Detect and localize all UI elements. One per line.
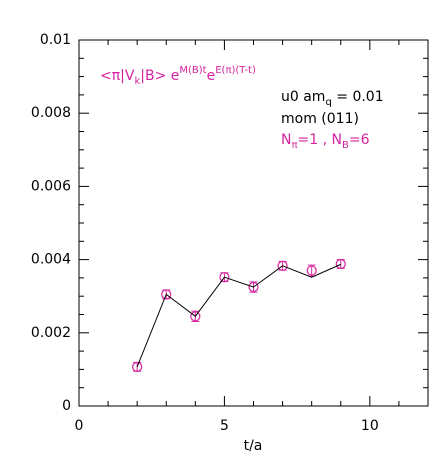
- annotation-part: <π|V: [100, 68, 135, 84]
- y-tick-label: 0.01: [40, 32, 71, 48]
- annotation-part: =1 , N: [298, 132, 342, 148]
- annotation-part: e: [207, 68, 216, 84]
- data-point: [161, 289, 172, 300]
- x-tick-label: 10: [361, 418, 379, 434]
- annotation-part: mom (011): [281, 111, 359, 127]
- annotation-part: π: [291, 140, 297, 151]
- data-point: [277, 260, 288, 271]
- data-point: [248, 281, 259, 293]
- data-point: [335, 258, 346, 270]
- annotation-part: B: [342, 140, 349, 151]
- annotation-part: u0 am: [281, 89, 325, 105]
- annotation-part: =6: [349, 132, 370, 148]
- annotation-part: |B> e: [140, 68, 179, 84]
- x-axis-label: t/a: [244, 438, 263, 454]
- annotation: mom (011): [281, 111, 359, 127]
- y-tick-label: 0.004: [31, 252, 71, 268]
- annotation-part: k: [134, 76, 140, 87]
- data-line: [136, 263, 341, 368]
- data-point: [132, 361, 143, 372]
- annotation-part: N: [281, 132, 291, 148]
- annotation: Nπ=1 , NB=6: [281, 132, 370, 151]
- annotation-part: M(B)t: [179, 65, 206, 76]
- annotation-part: E(π)(T-t): [215, 65, 256, 76]
- annotation-part: q: [325, 97, 331, 108]
- y-tick-label: 0.008: [31, 105, 71, 121]
- y-tick-label: 0: [62, 398, 71, 414]
- y-tick-label: 0.002: [31, 325, 71, 341]
- x-tick-label: 5: [220, 418, 229, 434]
- data-point: [306, 265, 317, 276]
- data-point: [219, 272, 230, 283]
- annotation: <π|Vk|B> eM(B)teE(π)(T-t): [100, 65, 256, 87]
- annotation-part: = 0.01: [332, 89, 384, 105]
- annotation: u0 amq = 0.01: [281, 89, 384, 108]
- data-point: [190, 311, 201, 322]
- y-tick-label: 0.006: [31, 178, 71, 194]
- x-tick-label: 0: [75, 418, 84, 434]
